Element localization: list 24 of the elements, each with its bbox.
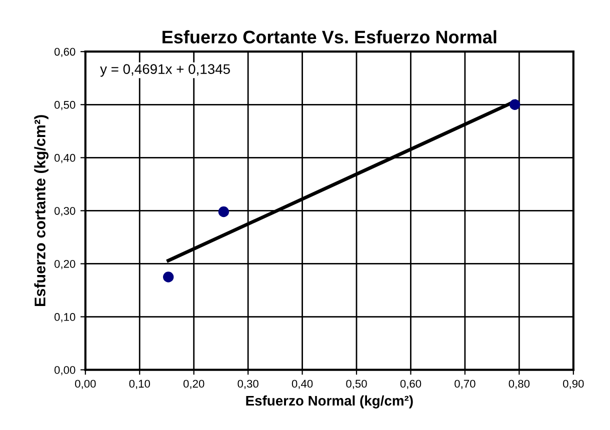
chart-title: Esfuerzo Cortante Vs. Esfuerzo Normal [162, 30, 496, 44]
x-tick-label: 0,20 [183, 380, 204, 389]
x-tick-label: 0,00 [75, 380, 96, 389]
y-tick-label: 0,10 [54, 313, 76, 322]
x-axis-title: Esfuerzo Normal (kg/cm²) [246, 395, 413, 408]
annotation: y = 0,4691x + 0,1345 [100, 64, 230, 77]
x-tick-label: 0,10 [129, 380, 150, 389]
y-tick-label: 0,40 [54, 154, 76, 164]
x-tick-label: 0,80 [508, 380, 530, 389]
y-axis-title: Esfuerzo cortante (kg/cm²) [34, 115, 48, 306]
x-tick-label: 0,30 [238, 380, 258, 389]
y-tick-label: 0,20 [54, 260, 76, 270]
point [509, 99, 520, 110]
x-tick-label: 0,90 [563, 380, 584, 389]
x-tick-label: 0,70 [454, 380, 476, 389]
x-tick-label: 0,50 [346, 380, 367, 389]
point [218, 206, 230, 218]
x-tick-label: 0,40 [292, 380, 313, 389]
y-tick-label: 0,60 [54, 48, 76, 58]
y-tick-label: 0,00 [54, 366, 76, 376]
point [163, 272, 174, 282]
y-tick-label: 0,30 [54, 206, 76, 216]
x-tick-label: 0,60 [400, 380, 422, 389]
y-tick-label: 0,50 [54, 100, 76, 110]
